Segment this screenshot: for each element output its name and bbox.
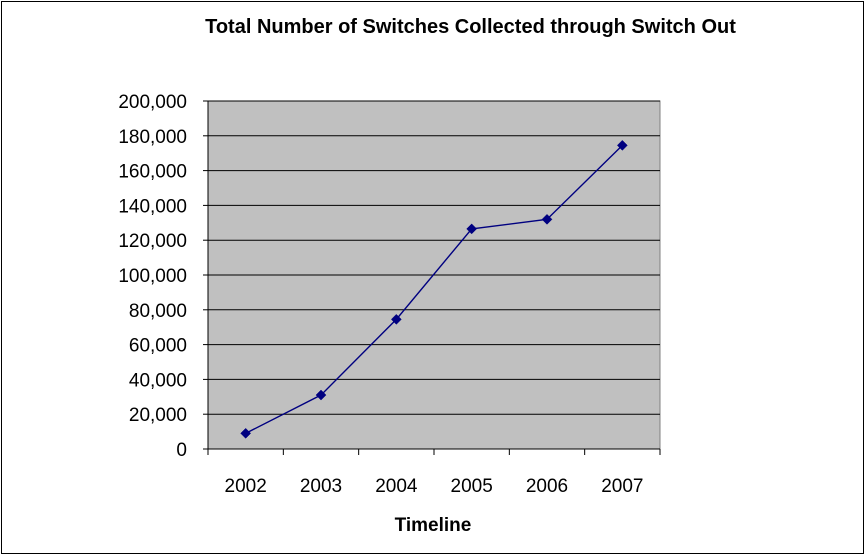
axes: 0 20,000 40,000 60,000 80,000 100,000 120,000 1… xyxy=(118,92,661,497)
data-point-marker xyxy=(390,314,402,325)
data-point-marker xyxy=(466,223,478,235)
series-layer xyxy=(240,140,628,439)
x-tick-label: 2006 xyxy=(526,476,568,497)
x-axis-title: Timeline xyxy=(395,515,472,536)
y-tick-label: 80,000 xyxy=(129,301,187,322)
data-point-marker xyxy=(541,213,553,225)
y-tick-label: 40,000 xyxy=(129,370,187,391)
y-tick-label: 100,000 xyxy=(118,266,187,287)
plot-area xyxy=(207,100,661,450)
y-tick-label: 160,000 xyxy=(118,162,187,183)
data-point-marker xyxy=(315,389,327,401)
x-tick-label: 2005 xyxy=(451,476,493,497)
y-tick-label: 60,000 xyxy=(129,336,187,357)
y-tick-label: 20,000 xyxy=(129,405,187,426)
data-point-marker xyxy=(240,427,252,439)
x-tick-label: 2003 xyxy=(300,476,342,497)
y-tick-label: 140,000 xyxy=(118,196,187,217)
y-tick-label: 120,000 xyxy=(118,231,187,252)
y-tick-label: 0 xyxy=(176,440,187,461)
data-point-marker xyxy=(616,140,628,151)
chart-title: Total Number of Switches Collected throu… xyxy=(205,16,736,38)
series-line xyxy=(245,144,623,434)
x-tick-label: 2007 xyxy=(601,476,643,497)
x-tick-label: 2002 xyxy=(225,476,267,497)
x-tick-label: 2004 xyxy=(375,476,418,497)
y-tick-label: 200,000 xyxy=(118,92,187,113)
y-tick-label: 180,000 xyxy=(118,127,187,148)
